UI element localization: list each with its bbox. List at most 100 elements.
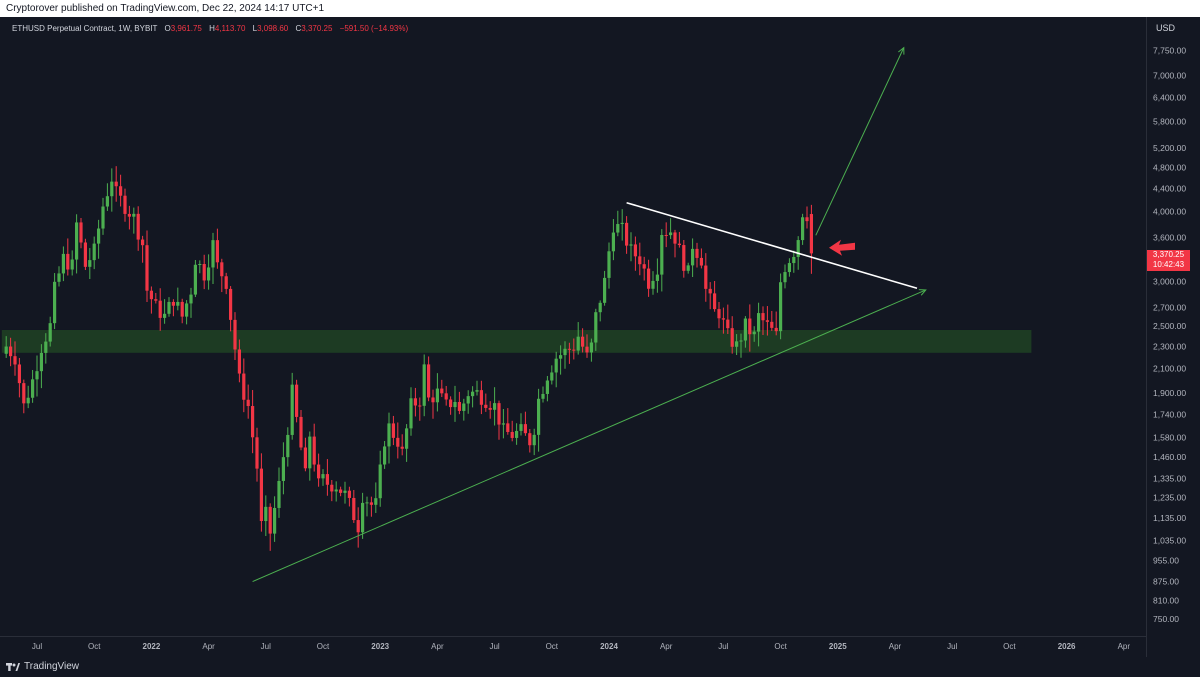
- tradingview-logo[interactable]: TradingView: [6, 661, 79, 672]
- candle: [92, 236, 96, 270]
- candle: [603, 270, 607, 306]
- candle: [805, 206, 809, 229]
- candle: [53, 273, 57, 330]
- candle: [105, 183, 109, 211]
- candle: [418, 397, 422, 421]
- candle: [598, 300, 602, 322]
- current-price-badge: 3,370.25 10:42:43: [1147, 250, 1190, 271]
- price-tick-label: 6,400.00: [1153, 92, 1186, 102]
- candle: [378, 450, 382, 507]
- candle: [761, 306, 765, 335]
- candle: [585, 334, 589, 358]
- candle: [281, 442, 285, 495]
- candle: [783, 264, 787, 289]
- time-tick-label: 2023: [371, 642, 389, 651]
- candle: [220, 258, 224, 293]
- candle: [352, 489, 356, 523]
- candle: [154, 292, 158, 304]
- candle: [127, 205, 131, 230]
- trendline-support[interactable]: [252, 289, 926, 583]
- candle: [576, 322, 580, 355]
- candle: [673, 229, 677, 258]
- candle: [101, 197, 105, 235]
- candle: [779, 273, 783, 340]
- candle: [167, 297, 171, 317]
- candle: [730, 316, 734, 354]
- candle: [365, 496, 369, 517]
- candle: [132, 207, 136, 234]
- candle: [792, 250, 796, 273]
- candle: [347, 486, 351, 507]
- publish-header: Cryptorover published on TradingView.com…: [0, 0, 1200, 17]
- high-label: H: [209, 24, 215, 33]
- footer: TradingView: [0, 657, 1200, 677]
- candle: [251, 390, 255, 454]
- candle: [369, 496, 373, 517]
- price-tick-label: 1,460.00: [1153, 452, 1186, 462]
- price-tick-label: 4,000.00: [1153, 207, 1186, 217]
- candle: [193, 259, 197, 298]
- candle: [774, 311, 778, 336]
- candle: [677, 231, 681, 248]
- candle: [83, 238, 87, 270]
- candle: [264, 495, 268, 537]
- price-tick-label: 750.00: [1153, 614, 1179, 624]
- candle: [444, 385, 448, 406]
- time-tick-label: 2025: [829, 642, 847, 651]
- candle: [422, 354, 426, 417]
- candle: [510, 420, 514, 442]
- price-tick-label: 1,740.00: [1153, 409, 1186, 419]
- price-tick-label: 7,000.00: [1153, 71, 1186, 81]
- time-tick-label: 2022: [143, 642, 161, 651]
- candle: [642, 256, 646, 281]
- candle: [638, 242, 642, 276]
- time-tick-label: Jul: [261, 642, 271, 651]
- candle: [567, 342, 571, 364]
- candle: [290, 372, 294, 440]
- candle: [651, 271, 655, 295]
- candle: [669, 218, 673, 239]
- candle: [620, 209, 624, 241]
- candle: [686, 262, 690, 274]
- candle: [462, 398, 466, 421]
- close-value: 3,370.25: [301, 24, 333, 33]
- trendline-resistance[interactable]: [626, 201, 918, 290]
- candle: [717, 302, 721, 329]
- currency-label[interactable]: USD: [1156, 23, 1176, 33]
- price-tick-label: 4,400.00: [1153, 183, 1186, 193]
- candle: [471, 386, 475, 408]
- candle: [594, 308, 598, 351]
- candle: [110, 168, 114, 212]
- price-tick-label: 2,100.00: [1153, 364, 1186, 374]
- candle: [449, 396, 453, 415]
- time-tick-label: Apr: [202, 642, 215, 651]
- candle: [801, 213, 805, 245]
- candle: [405, 424, 409, 462]
- time-tick-label: Oct: [546, 642, 559, 651]
- candle: [141, 235, 145, 263]
- chart-pane[interactable]: 7,750.00 7,000.00 6,400.00 5,800.00 5,200.00…: [0, 17, 1200, 657]
- time-tick-label: Oct: [317, 642, 330, 651]
- candle: [647, 259, 651, 297]
- time-tick-label: 2026: [1058, 642, 1076, 651]
- candle: [312, 423, 316, 472]
- candle: [787, 258, 791, 277]
- candle: [554, 351, 558, 388]
- price-tick-label: 810.00: [1153, 595, 1179, 605]
- price-tick-label: 4,800.00: [1153, 162, 1186, 172]
- candle: [479, 380, 483, 415]
- candle: [79, 218, 83, 249]
- time-tick-label: 2024: [600, 642, 618, 651]
- candle: [17, 357, 21, 398]
- marker-arrow[interactable]: [829, 239, 855, 256]
- time-tick-label: Apr: [431, 642, 444, 651]
- candle: [484, 393, 488, 412]
- projection-arrow[interactable]: [815, 46, 905, 236]
- price-tick-label: 1,135.00: [1153, 513, 1186, 523]
- chart-svg[interactable]: 7,750.00 7,000.00 6,400.00 5,800.00 5,200.00…: [0, 17, 1200, 657]
- candle: [752, 326, 756, 342]
- candle: [330, 479, 334, 502]
- candle: [215, 228, 219, 269]
- price-tick-label: 1,900.00: [1153, 388, 1186, 398]
- candle: [515, 423, 519, 445]
